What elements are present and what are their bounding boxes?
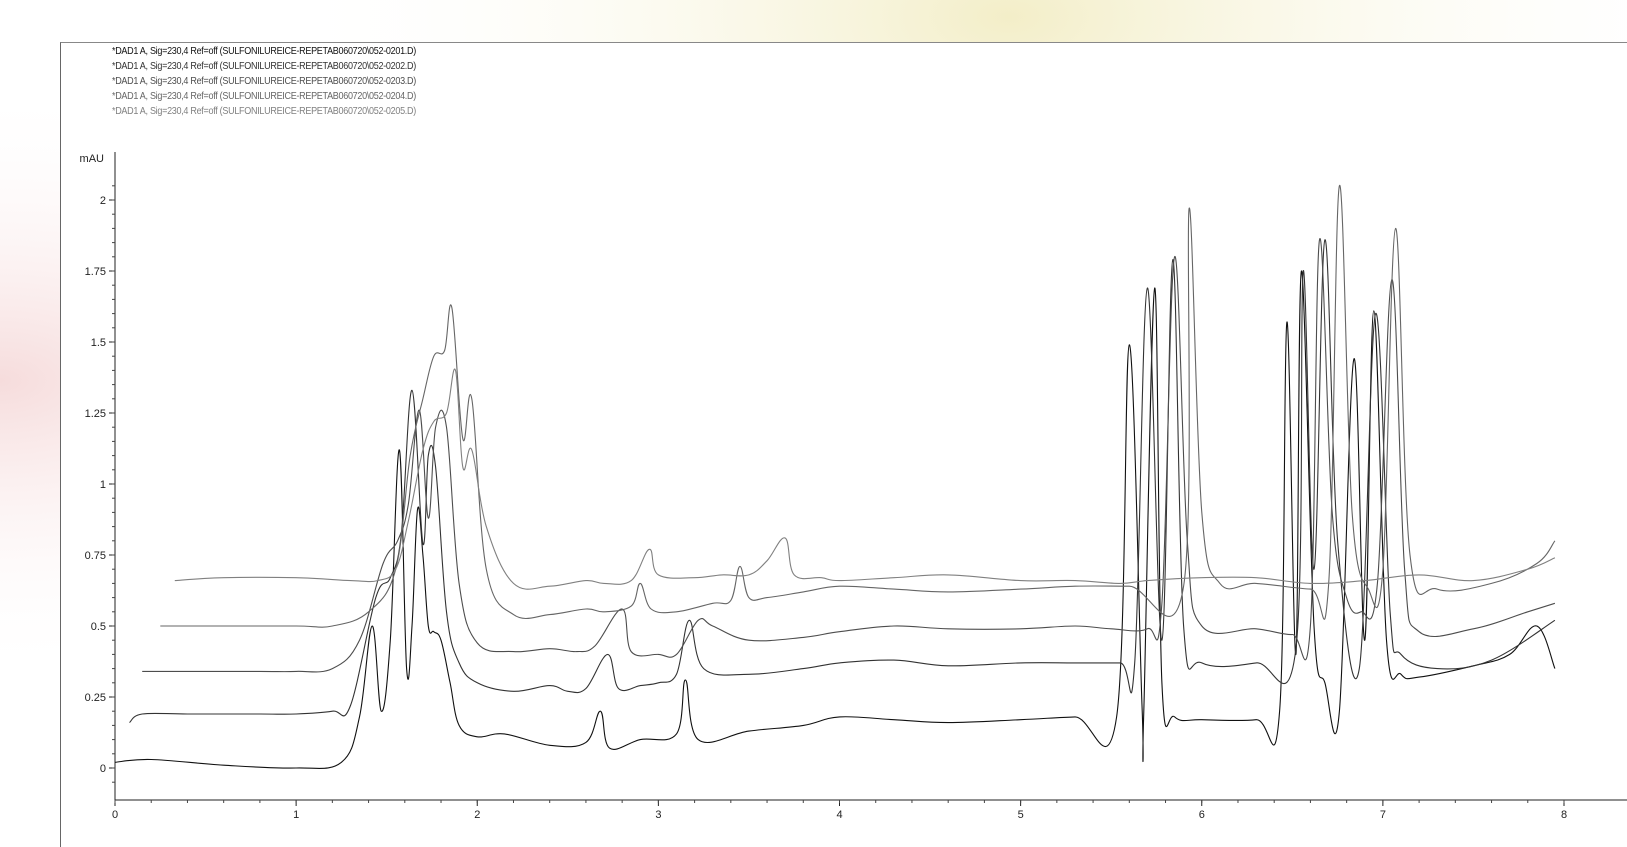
x-tick-label: 7	[1380, 809, 1386, 821]
x-tick-label: 0	[112, 809, 118, 821]
legend-entry: *DAD1 A, Sig=230,4 Ref=off (SULFONILUREI…	[112, 90, 416, 102]
series-line-2	[129, 239, 1556, 724]
x-tick-label: 3	[655, 809, 661, 821]
y-tick-label: 0	[100, 763, 106, 775]
traces	[114, 185, 1556, 769]
y-tick-label: 0.75	[85, 550, 106, 562]
y-tick-label: 1.75	[85, 266, 106, 278]
y-axis-unit-label: mAU	[80, 153, 105, 165]
x-tick-label: 1	[293, 809, 299, 821]
y-tick-label: 0.5	[91, 621, 106, 633]
x-tick-label: 8	[1561, 809, 1567, 821]
series-line-3	[142, 238, 1556, 673]
y-tick-label: 1	[100, 479, 106, 491]
axes: mAU 0 0.25 0.5 0.75 1 1.25 1.5 1.75 2 0 1 2 3 4 5 6 7 8	[80, 152, 1627, 821]
y-tick-label: 1.5	[91, 337, 106, 349]
series-line-4	[160, 185, 1556, 628]
y-tick-label: 0.25	[85, 692, 106, 704]
y-tick-label: 1.25	[85, 408, 106, 420]
x-tick-label: 4	[836, 809, 842, 821]
y-tick-label: 2	[100, 195, 106, 207]
legend-entry: *DAD1 A, Sig=230,4 Ref=off (SULFONILUREI…	[112, 75, 416, 87]
x-tick-label: 5	[1018, 809, 1024, 821]
legend: *DAD1 A, Sig=230,4 Ref=off (SULFONILUREI…	[112, 44, 465, 119]
legend-entry: *DAD1 A, Sig=230,4 Ref=off (SULFONILUREI…	[112, 60, 416, 72]
legend-entry: *DAD1 A, Sig=230,4 Ref=off (SULFONILUREI…	[112, 45, 416, 57]
series-line-1	[114, 270, 1556, 769]
x-tick-label: 6	[1199, 809, 1205, 821]
legend-entry: *DAD1 A, Sig=230,4 Ref=off (SULFONILUREI…	[112, 105, 416, 117]
x-tick-label: 2	[474, 809, 480, 821]
series-line-5	[174, 368, 1556, 590]
